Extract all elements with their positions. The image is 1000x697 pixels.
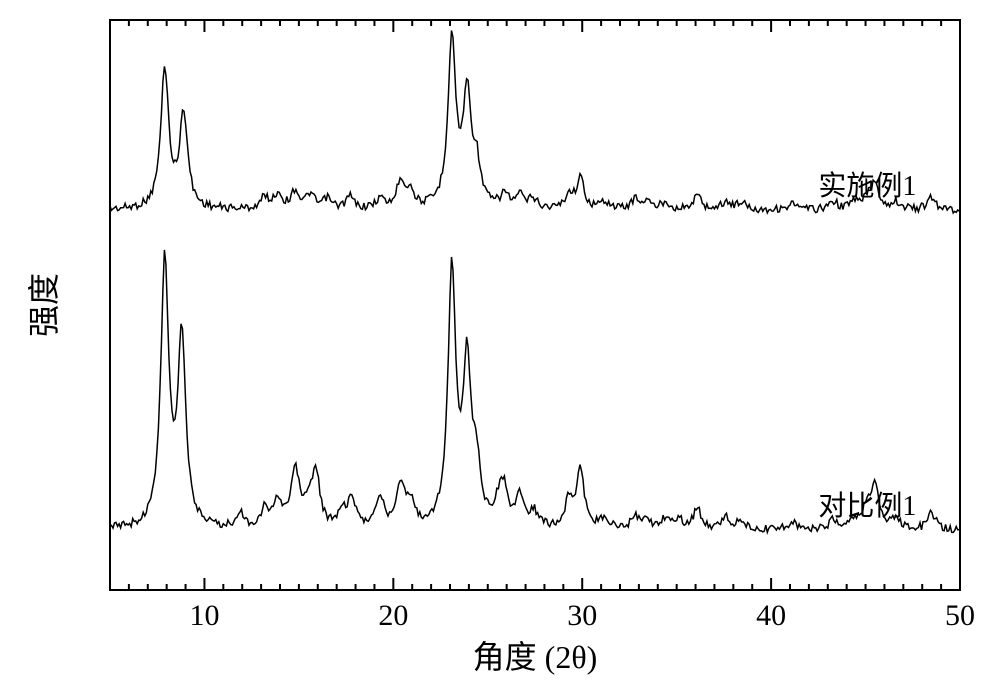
- y-axis-title: 强度: [26, 273, 62, 337]
- chart-svg: 10 20 30 40 50 角度 (2θ) 强度 实施例1 对比例1: [0, 0, 1000, 697]
- x-axis-title: 角度 (2θ): [473, 639, 598, 675]
- x-tick-label: 50: [945, 599, 975, 632]
- xrd-chart: 10 20 30 40 50 角度 (2θ) 强度 实施例1 对比例1: [0, 0, 1000, 697]
- x-tick-label: 40: [756, 599, 786, 632]
- x-tick-label: 30: [567, 599, 597, 632]
- x-tick-label: 10: [189, 599, 219, 632]
- x-tick-label: 20: [378, 599, 408, 632]
- series-label: 实施例1: [818, 170, 916, 202]
- series-label: 对比例1: [818, 490, 916, 522]
